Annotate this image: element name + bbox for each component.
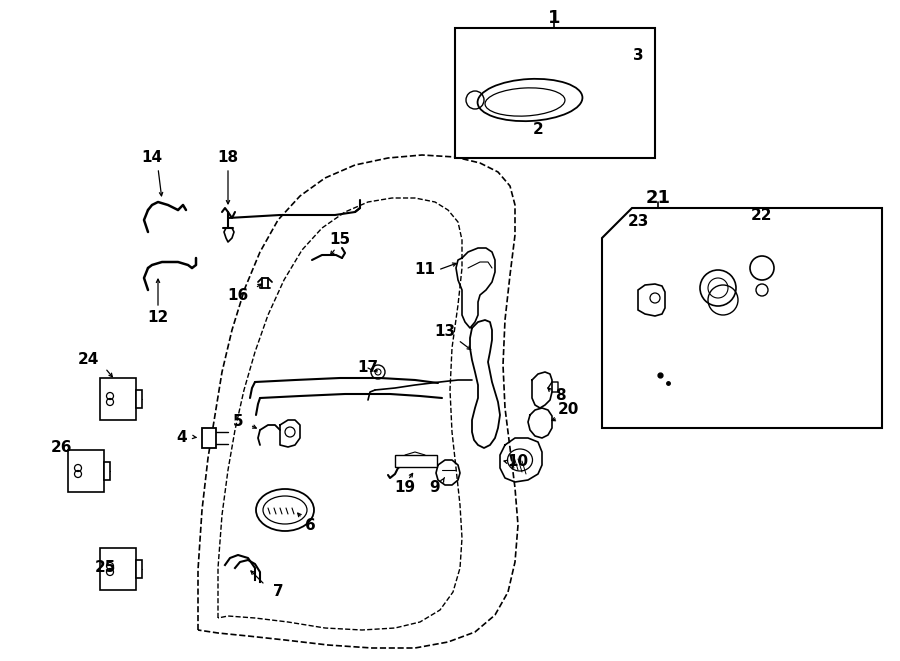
- Bar: [136, 560, 142, 578]
- Text: 17: 17: [357, 360, 379, 375]
- Text: 26: 26: [51, 440, 73, 455]
- Text: 16: 16: [228, 288, 248, 303]
- Polygon shape: [602, 208, 882, 428]
- Text: 11: 11: [415, 262, 436, 278]
- Text: 10: 10: [508, 455, 528, 469]
- Text: 9: 9: [429, 481, 440, 496]
- Bar: [136, 390, 142, 408]
- Text: 25: 25: [94, 561, 116, 576]
- Text: 8: 8: [554, 387, 565, 403]
- Bar: [395, 455, 437, 467]
- Text: 15: 15: [329, 233, 351, 247]
- Text: 4: 4: [176, 430, 187, 444]
- Text: 23: 23: [627, 215, 649, 229]
- Bar: [100, 548, 136, 590]
- Bar: [68, 450, 104, 492]
- Text: 5: 5: [233, 414, 243, 430]
- Text: 21: 21: [645, 189, 670, 207]
- Bar: [100, 378, 136, 420]
- Bar: [202, 428, 216, 448]
- Text: 13: 13: [435, 325, 455, 340]
- Text: 7: 7: [273, 584, 284, 600]
- Text: 19: 19: [394, 481, 416, 496]
- Text: 1: 1: [548, 9, 560, 27]
- Text: 2: 2: [533, 122, 544, 137]
- Text: 12: 12: [148, 311, 168, 325]
- Bar: [104, 462, 110, 480]
- Text: 24: 24: [77, 352, 99, 368]
- Bar: [455, 28, 655, 158]
- Text: 20: 20: [557, 403, 579, 418]
- Text: 18: 18: [218, 151, 238, 165]
- Text: 3: 3: [633, 48, 643, 63]
- Text: 14: 14: [141, 151, 163, 165]
- Text: 22: 22: [752, 208, 773, 223]
- Text: 6: 6: [304, 518, 315, 533]
